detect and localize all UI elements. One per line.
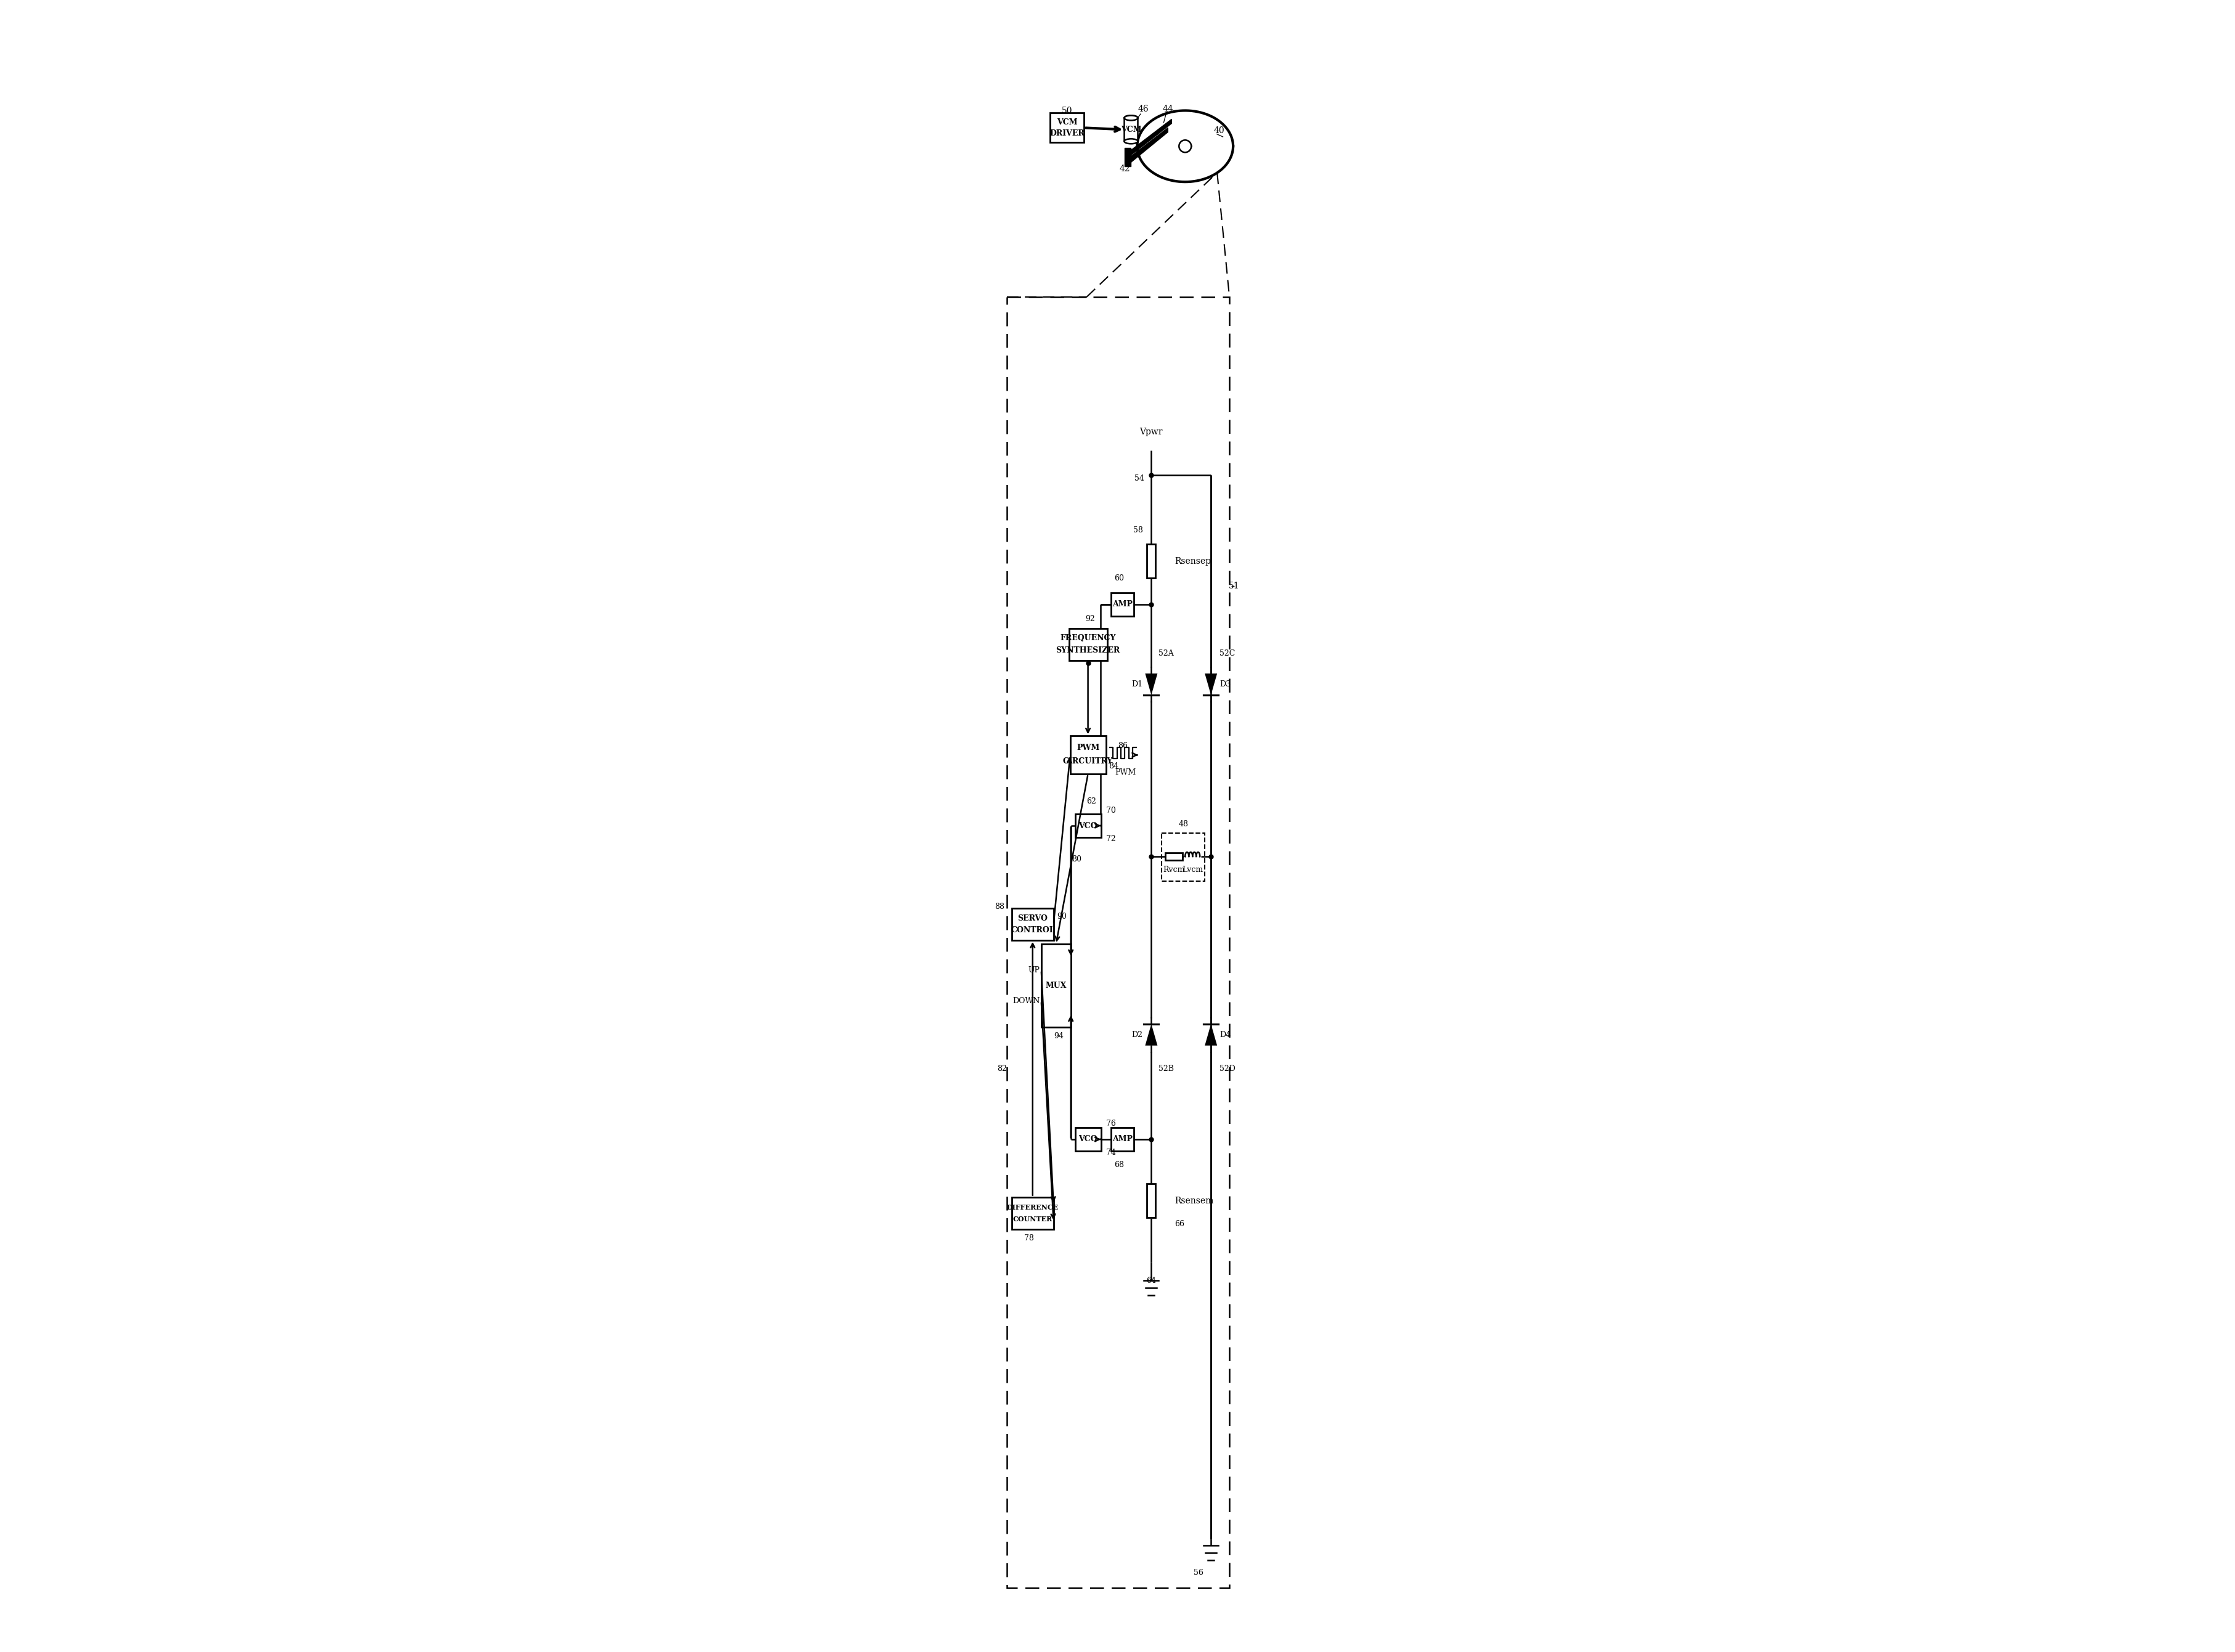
Text: 84: 84 [1109,762,1120,770]
Text: 44: 44 [1162,106,1173,114]
Text: 94: 94 [1053,1032,1064,1041]
Text: D2: D2 [1131,1031,1142,1039]
Ellipse shape [1124,139,1138,144]
Text: 52A: 52A [1158,649,1173,657]
Text: 64: 64 [1147,1277,1155,1285]
Bar [1050,112,1084,142]
Text: 70: 70 [1106,806,1115,814]
Text: 62: 62 [1086,798,1095,805]
Text: D4: D4 [1220,1031,1231,1039]
Text: 60: 60 [1115,575,1124,583]
Text: Lvcm: Lvcm [1182,866,1202,874]
Text: VCO: VCO [1080,1135,1097,1143]
Text: SERVO: SERVO [1017,915,1048,922]
Bar [1147,545,1155,578]
Text: 54: 54 [1133,474,1144,482]
Text: AMP: AMP [1113,600,1133,608]
Bar [1162,833,1205,881]
Bar [1075,1128,1102,1151]
Text: UP: UP [1028,966,1039,975]
Text: PWM: PWM [1077,743,1100,752]
Text: D3: D3 [1220,681,1231,689]
Bar [1164,852,1182,861]
Bar [1111,1128,1133,1151]
Polygon shape [1144,1024,1158,1046]
Text: VCO: VCO [1080,821,1097,829]
Text: 42: 42 [1120,165,1131,173]
Text: 68: 68 [1115,1161,1124,1170]
Text: PWM: PWM [1115,768,1135,776]
Text: Rsensep: Rsensep [1176,557,1211,565]
Text: 52D: 52D [1220,1064,1236,1072]
Text: CIRCUITRY: CIRCUITRY [1064,757,1113,765]
Text: VCM: VCM [1120,126,1142,134]
Text: SYNTHESIZER: SYNTHESIZER [1055,646,1120,654]
Text: 46: 46 [1138,106,1149,114]
Text: Rsensem: Rsensem [1176,1196,1214,1204]
Text: Vpwr: Vpwr [1140,428,1162,436]
Text: 52C: 52C [1220,649,1236,657]
Text: 86: 86 [1118,742,1129,750]
Polygon shape [1205,1024,1218,1046]
Bar [1124,117,1138,142]
Bar [1111,593,1133,616]
Text: 50: 50 [1062,107,1073,116]
Polygon shape [1144,674,1158,695]
Ellipse shape [1124,116,1138,121]
Text: 56: 56 [1193,1569,1205,1576]
Text: 66: 66 [1176,1221,1185,1227]
Polygon shape [1126,119,1171,159]
Bar [1068,628,1106,661]
Text: 92: 92 [1086,615,1095,623]
Text: FREQUENCY: FREQUENCY [1059,634,1115,643]
Text: 40: 40 [1214,127,1225,135]
Text: 74: 74 [1106,1148,1115,1156]
Text: MUX: MUX [1046,981,1066,990]
Text: 88: 88 [995,904,1004,910]
Bar [1075,814,1102,838]
Text: COUNTER: COUNTER [1012,1216,1053,1222]
Text: AMP: AMP [1113,1135,1133,1143]
Text: DOWN: DOWN [1012,996,1039,1004]
Text: 72: 72 [1106,836,1115,843]
Text: 80: 80 [1073,856,1082,862]
Bar [1012,909,1053,940]
Bar [1042,943,1071,1028]
Ellipse shape [1124,116,1138,121]
Text: D1: D1 [1131,681,1142,689]
Text: Rvcm: Rvcm [1162,866,1185,874]
Text: VCM: VCM [1057,119,1077,126]
Bar [1006,297,1229,1588]
Text: DIFFERENCE: DIFFERENCE [1006,1204,1059,1211]
Bar [1147,1184,1155,1218]
Text: DRIVER: DRIVER [1050,129,1084,137]
Bar [1012,1198,1053,1229]
Polygon shape [1126,127,1169,165]
Text: 76: 76 [1106,1120,1115,1128]
Text: 82: 82 [997,1064,1006,1072]
Text: 52B: 52B [1158,1064,1173,1072]
Text: 58: 58 [1133,527,1142,535]
Text: 48: 48 [1178,819,1189,828]
Polygon shape [1205,674,1218,695]
Bar [1071,735,1106,775]
Text: 90: 90 [1057,912,1066,920]
Text: 51: 51 [1229,582,1240,590]
Bar [1124,149,1131,167]
Text: 78: 78 [1024,1234,1035,1242]
Text: CONTROL: CONTROL [1010,927,1055,935]
